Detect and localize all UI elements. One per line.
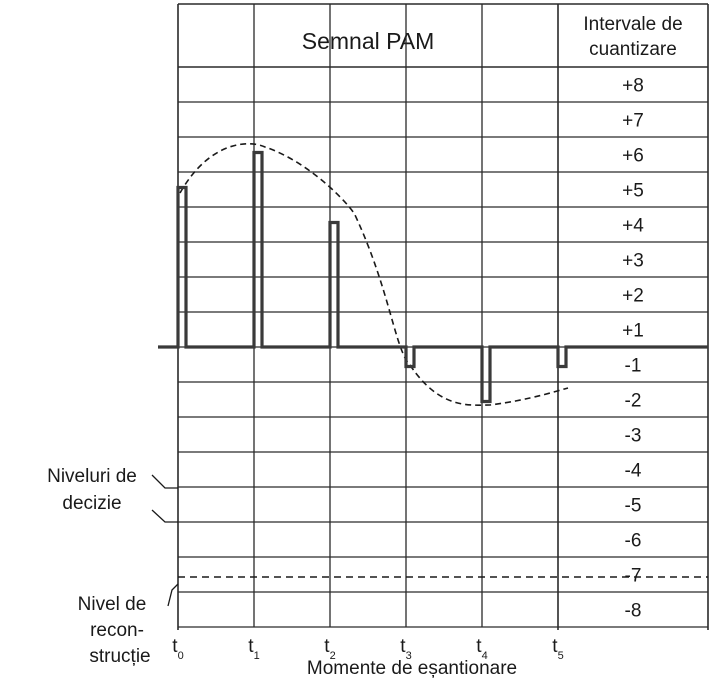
quantization-level-label: +4	[622, 216, 644, 237]
pam-pulse-signal	[158, 150, 708, 404]
decision-levels-pointer-lower	[151, 509, 178, 523]
decision-levels-label-line2: decizie	[62, 493, 121, 514]
quantization-level-label: -8	[625, 601, 642, 622]
quantization-level-label: -2	[625, 391, 642, 412]
quantization-level-label: +5	[622, 181, 644, 202]
quantization-level-label: +8	[622, 76, 644, 97]
quantization-level-label: -3	[625, 426, 642, 447]
reconstruction-level-pointer	[167, 583, 179, 607]
quantization-level-label: +2	[622, 286, 644, 307]
quantization-level-label: -7	[625, 566, 642, 587]
quantization-level-label: +7	[622, 111, 644, 132]
analog-signal-envelope	[179, 142, 569, 406]
intervals-header-line2: cuantizare	[589, 39, 677, 60]
sampling-moment-tick-label: t3	[400, 636, 411, 662]
reconstruction-level-label-line2: recon-	[90, 620, 144, 641]
quantization-level-label: +6	[622, 146, 644, 167]
sampling-moment-tick-label: t4	[476, 636, 487, 662]
sampling-axis-title: Momente de eșantionare	[307, 658, 517, 679]
decision-levels-pointer	[151, 474, 178, 489]
reconstruction-level-label-line1: Nivel de	[78, 594, 147, 615]
quantization-level-label: -6	[625, 531, 642, 552]
quantization-level-label: -5	[625, 496, 642, 517]
intervals-header-line1: Intervale de	[583, 14, 682, 35]
sampling-moment-tick-label: t1	[248, 636, 259, 662]
quantization-level-label: -1	[625, 356, 642, 377]
quantization-level-label: +3	[622, 251, 644, 272]
decision-levels-label-line1: Niveluri de	[47, 466, 137, 487]
quantization-level-label: -4	[625, 461, 642, 482]
sampling-moment-tick-label: t5	[552, 636, 563, 662]
quantization-level-label: +1	[622, 321, 644, 342]
sampling-moment-tick-label: t0	[172, 636, 183, 662]
reconstruction-level-label-line3: strucție	[89, 646, 150, 667]
quantization-level-labels: +8 +7 +6 +5 +4 +3 +2 +1 -1 -2 -3 -4 -5 -6 -7 -8	[622, 76, 644, 622]
pam-title: Semnal PAM	[302, 28, 435, 54]
sampling-moment-tick-label: t2	[324, 636, 335, 662]
sampling-moment-labels: t0 t1 t2 t3 t4 t5	[172, 636, 563, 662]
